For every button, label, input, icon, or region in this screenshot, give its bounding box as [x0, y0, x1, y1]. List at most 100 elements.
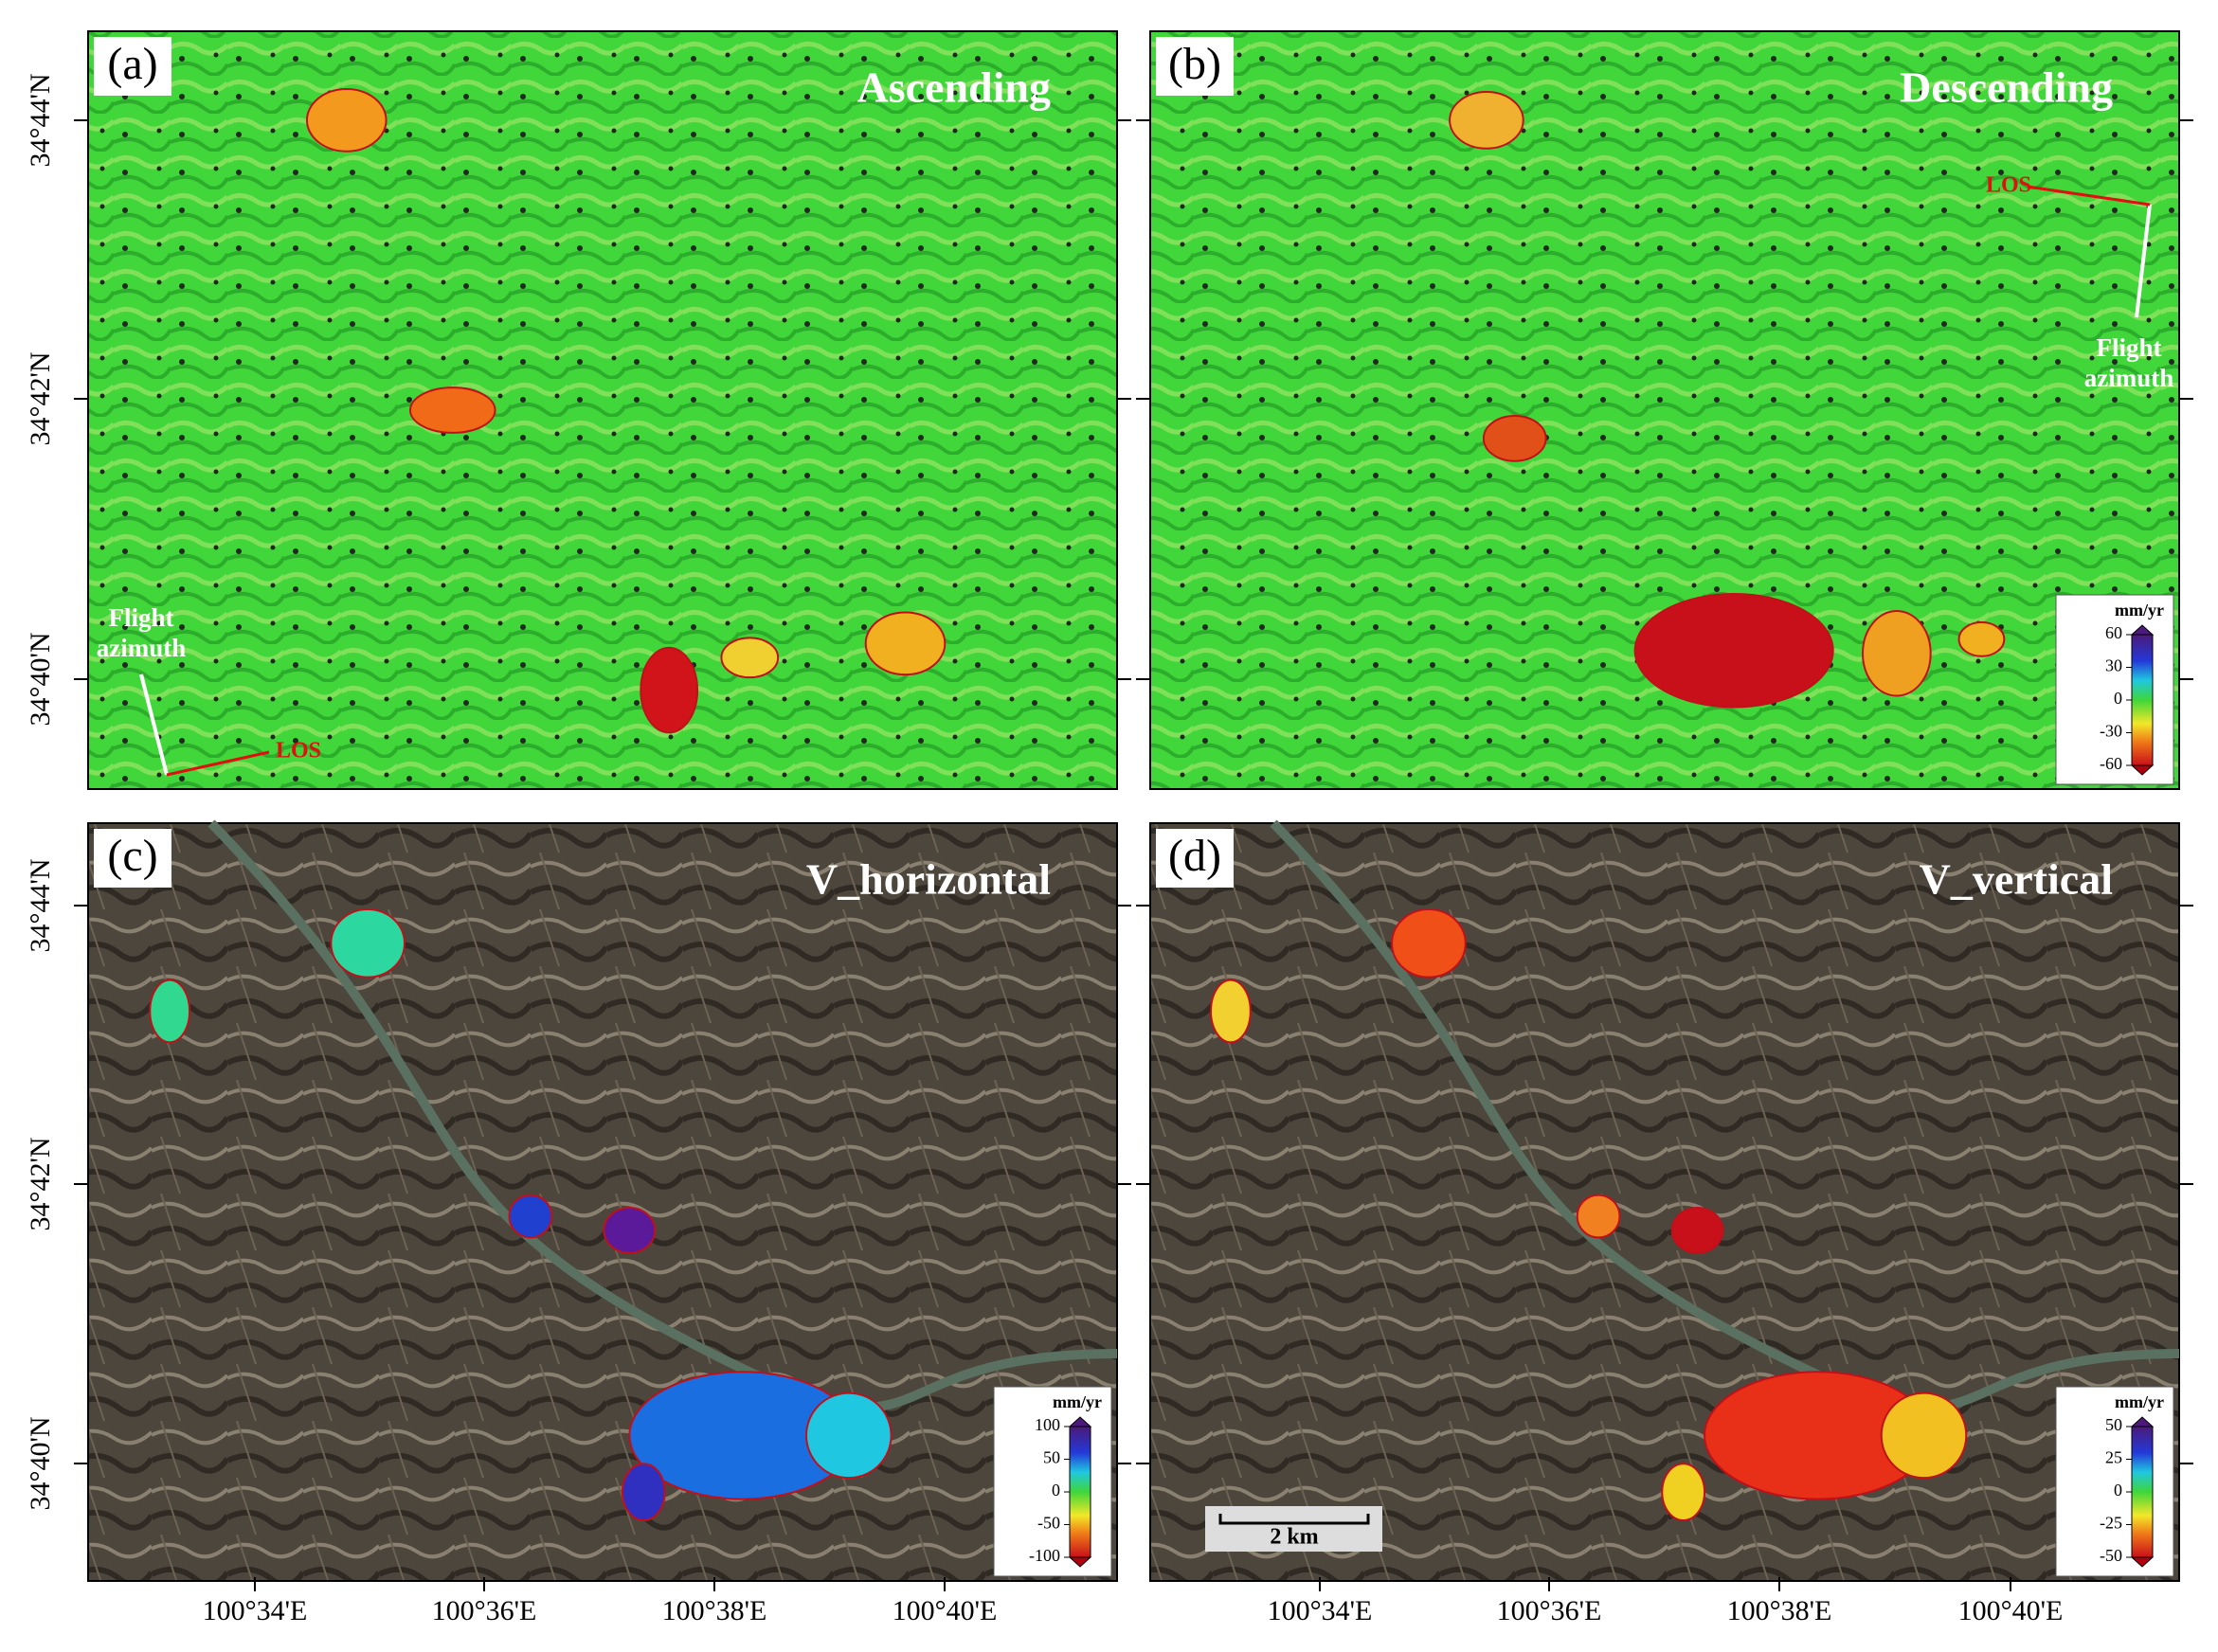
latitude-label: 34°42'N	[25, 351, 56, 445]
flight-label: Flight	[2096, 333, 2161, 362]
landslide	[1862, 609, 1932, 697]
colorbar	[2131, 1426, 2154, 1558]
landslide	[1880, 1392, 1968, 1480]
flight-arrow	[139, 673, 169, 776]
landslide	[621, 1463, 666, 1521]
landslide	[330, 907, 406, 979]
longitude-label: 100°36'E	[432, 1595, 537, 1626]
landslide	[720, 637, 780, 679]
colorbar-tick-label: 0	[1052, 1481, 1060, 1499]
landslide	[1576, 1194, 1621, 1239]
map-image	[87, 822, 1118, 1582]
longitude-label: 100°38'E	[1727, 1595, 1832, 1626]
landslide	[1957, 620, 2006, 657]
colorbar-tick-label: 0	[2114, 689, 2122, 708]
colorbar	[1069, 1426, 1091, 1558]
colorbar-tick-label: 30	[2105, 656, 2122, 675]
panel-title: V_horizontal	[806, 855, 1051, 904]
longitude-label: 100°34'E	[1268, 1595, 1373, 1626]
landslide	[1633, 593, 1834, 709]
colorbar-cap	[2130, 1556, 2155, 1568]
panel-label-box	[1156, 829, 1234, 888]
river	[1270, 819, 2180, 1412]
colorbar-tick-label: 50	[1043, 1448, 1060, 1467]
colorbar-box	[2055, 1386, 2174, 1577]
scale-bar-label: 2 km	[1270, 1525, 1318, 1550]
colorbar-unit: mm/yr	[2115, 601, 2164, 620]
longitude-label: 100°34'E	[203, 1595, 308, 1626]
colorbar-cap	[2130, 764, 2155, 776]
landslide	[408, 386, 496, 434]
colorbar-unit: mm/yr	[1053, 1392, 1102, 1411]
panel-label-box	[94, 37, 171, 96]
colorbar-cap	[2130, 624, 2155, 636]
colorbar-tick-label: 25	[2105, 1448, 2122, 1467]
latitude-label: 34°44'N	[25, 73, 56, 167]
map-image	[87, 30, 1118, 790]
scale-bar-box	[1205, 1506, 1382, 1552]
landslide	[1670, 1207, 1724, 1254]
landslide	[864, 611, 947, 676]
colorbar-tick-label: 100	[1035, 1415, 1060, 1434]
river	[207, 819, 1118, 1412]
latitude-label: 34°40'N	[25, 1416, 56, 1510]
colorbar-box	[993, 1386, 1112, 1577]
colorbar-tick-label: -30	[2100, 722, 2122, 741]
flight-label: azimuth	[2084, 364, 2174, 392]
colorbar-cap	[2130, 1416, 2155, 1428]
landslide	[508, 1194, 553, 1239]
flight-label: Flight	[108, 603, 173, 632]
colorbar-tick-label: 0	[2114, 1481, 2122, 1499]
panel-title: Ascending	[857, 63, 1051, 112]
longitude-label: 100°40'E	[893, 1595, 998, 1626]
panel-title: V_vertical	[1920, 855, 2113, 904]
panel-label-box	[94, 829, 171, 888]
colorbar-tick-label: 50	[2105, 1415, 2122, 1434]
landslide	[1210, 979, 1252, 1044]
flight-label: azimuth	[97, 634, 187, 662]
panel-label: (a)	[107, 39, 157, 89]
landslide	[1391, 907, 1467, 979]
map-panel: (d) V_vertical 2 km mm/yr 50 25 0 -25 -50	[1149, 819, 2180, 1582]
flight-arrow	[2135, 204, 2152, 318]
colorbar-tick-label: -25	[2100, 1514, 2122, 1533]
los-label: LOS	[276, 739, 321, 763]
panel-label: (d)	[1168, 831, 1221, 881]
longitude-label: 100°36'E	[1497, 1595, 1602, 1626]
latitude-label: 34°40'N	[25, 632, 56, 726]
landslide	[305, 88, 388, 153]
colorbar-unit: mm/yr	[2115, 1392, 2164, 1411]
colorbar-tick-label: -50	[2100, 1546, 2122, 1565]
los-arrow	[2027, 185, 2151, 206]
colorbar-cap	[1068, 1416, 1092, 1428]
colorbar	[2131, 634, 2154, 766]
colorbar-tick-label: -100	[1029, 1546, 1060, 1565]
panel-label: (b)	[1168, 39, 1221, 89]
panel-label: (c)	[107, 831, 157, 881]
landslide	[603, 1207, 657, 1254]
landslide	[805, 1392, 893, 1480]
colorbar-tick-label: -60	[2100, 754, 2122, 773]
colorbar-cap	[1068, 1556, 1092, 1568]
los-label: LOS	[1986, 173, 2031, 198]
panel-title: Descending	[1900, 63, 2113, 112]
colorbar-box	[2055, 594, 2174, 785]
scale-bar	[1218, 1514, 1370, 1525]
landslide	[149, 979, 191, 1044]
map-image	[1149, 822, 2180, 1582]
latitude-label: 34°44'N	[25, 858, 56, 952]
colorbar-tick-label: 60	[2105, 623, 2122, 642]
map-panel: (c) V_horizontal mm/yr 100 50 0 -50 -100	[87, 819, 1118, 1582]
landslide	[1482, 414, 1547, 462]
panel-label-box	[1156, 37, 1234, 96]
landslide	[1449, 91, 1524, 150]
colorbar-tick-label: -50	[1037, 1514, 1060, 1533]
latitude-label: 34°42'N	[25, 1137, 56, 1230]
longitude-label: 100°38'E	[662, 1595, 767, 1626]
longitude-label: 100°40'E	[1958, 1595, 2064, 1626]
landslide	[640, 646, 699, 734]
los-arrow	[166, 750, 270, 777]
